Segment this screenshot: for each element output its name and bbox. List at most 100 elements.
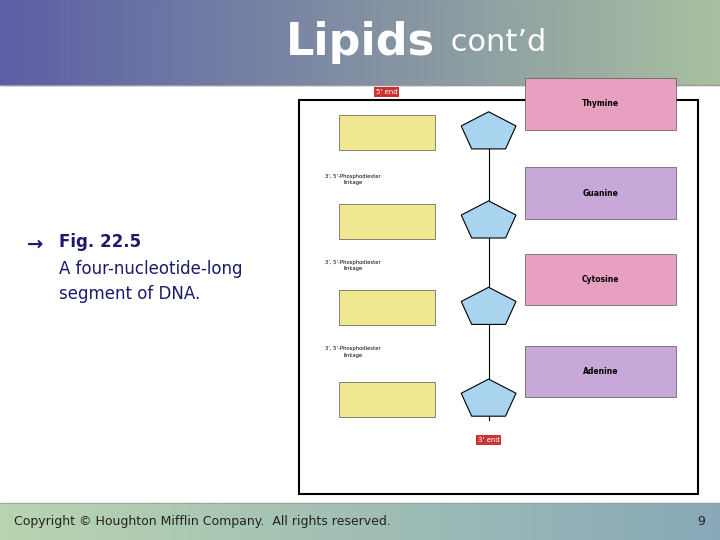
Bar [612, 0, 617, 85]
Bar [90, 503, 95, 540]
Bar [173, 0, 178, 85]
Polygon shape [462, 201, 516, 238]
Bar [598, 0, 603, 85]
Bar [403, 0, 408, 85]
Bar [709, 0, 714, 85]
Bar [587, 0, 592, 85]
Bar [29, 0, 34, 85]
Bar [475, 0, 480, 85]
Bar [230, 503, 235, 540]
Bar [616, 0, 621, 85]
Bar [256, 0, 261, 85]
Bar [14, 503, 19, 540]
Bar [68, 0, 73, 85]
Bar [652, 0, 657, 85]
Bar [356, 0, 361, 85]
Text: Copyright © Houghton Mifflin Company.  All rights reserved.: Copyright © Houghton Mifflin Company. Al… [14, 515, 391, 528]
Bar [608, 0, 613, 85]
Bar [655, 0, 660, 85]
Bar [108, 503, 113, 540]
Bar [151, 503, 156, 540]
Bar [612, 503, 617, 540]
Bar [101, 0, 106, 85]
Bar [583, 0, 588, 85]
Bar [133, 503, 138, 540]
Bar [353, 503, 358, 540]
Bar [234, 0, 239, 85]
Bar [274, 503, 279, 540]
Bar [706, 503, 711, 540]
Bar [277, 503, 282, 540]
Bar [421, 0, 426, 85]
Bar [263, 503, 268, 540]
FancyBboxPatch shape [525, 346, 676, 397]
Bar [223, 0, 228, 85]
Bar [457, 0, 462, 85]
Bar [515, 0, 520, 85]
Bar [158, 0, 163, 85]
Bar [382, 503, 387, 540]
Text: Lipids: Lipids [285, 21, 435, 64]
Bar [673, 503, 678, 540]
FancyBboxPatch shape [525, 78, 676, 130]
Bar [94, 0, 99, 85]
Polygon shape [462, 112, 516, 149]
Bar [551, 503, 556, 540]
Bar [295, 0, 300, 85]
Bar [691, 0, 696, 85]
Bar [40, 0, 45, 85]
Bar [166, 503, 171, 540]
Bar [331, 503, 336, 540]
Bar [443, 503, 448, 540]
Bar [558, 0, 563, 85]
Bar [554, 0, 559, 85]
Bar [86, 0, 91, 85]
Bar [371, 503, 376, 540]
Bar [644, 503, 649, 540]
Text: 3’, 5’-Phosphodiester
linkage: 3’, 5’-Phosphodiester linkage [325, 174, 381, 185]
Text: 3’, 5’-Phosphodiester
linkage: 3’, 5’-Phosphodiester linkage [325, 260, 381, 271]
FancyBboxPatch shape [525, 254, 676, 305]
Bar [446, 503, 451, 540]
Bar [634, 503, 639, 540]
Bar [335, 503, 340, 540]
Bar [7, 503, 12, 540]
Bar [680, 0, 685, 85]
Bar [428, 0, 433, 85]
Bar [130, 0, 135, 85]
Bar [295, 503, 300, 540]
Bar [346, 0, 351, 85]
Text: 9: 9 [698, 515, 706, 528]
Bar [180, 0, 185, 85]
Bar [695, 503, 700, 540]
Bar [407, 0, 412, 85]
Text: Fig. 22.5: Fig. 22.5 [59, 233, 141, 251]
Bar [511, 503, 516, 540]
Bar [425, 503, 430, 540]
Bar [306, 503, 311, 540]
Bar [176, 503, 181, 540]
Bar [353, 0, 358, 85]
Bar [497, 503, 502, 540]
Bar [367, 503, 372, 540]
Bar [436, 0, 441, 85]
FancyBboxPatch shape [339, 291, 435, 325]
Bar [565, 0, 570, 85]
Bar [317, 503, 322, 540]
Bar [536, 503, 541, 540]
Bar [234, 503, 239, 540]
Bar [47, 503, 52, 540]
Bar [180, 503, 185, 540]
Bar [432, 503, 437, 540]
Bar [594, 0, 599, 85]
FancyBboxPatch shape [339, 382, 435, 417]
Bar [587, 503, 592, 540]
Bar [220, 503, 225, 540]
Bar [464, 503, 469, 540]
Bar [551, 0, 556, 85]
Bar [202, 503, 207, 540]
Bar [443, 0, 448, 85]
Bar [482, 0, 487, 85]
Bar [104, 503, 109, 540]
Bar [259, 0, 264, 85]
